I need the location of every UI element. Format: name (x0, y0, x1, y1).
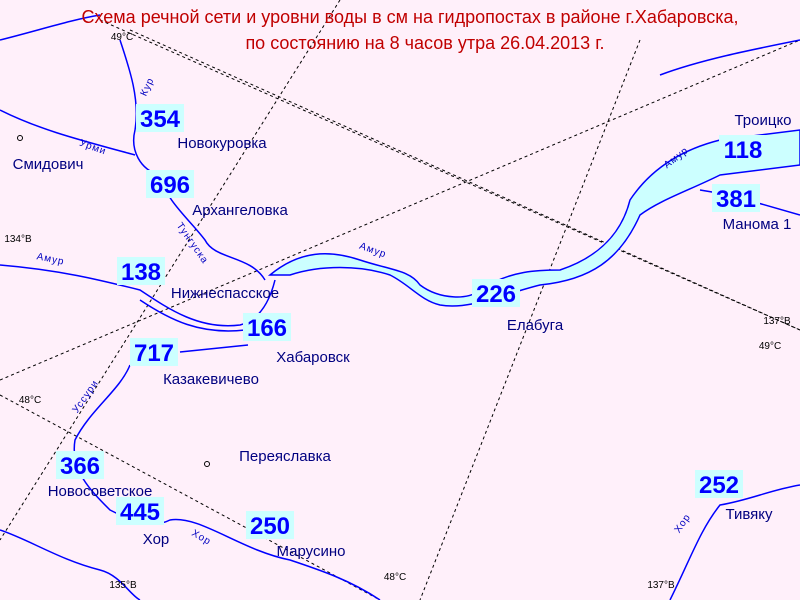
town-name: Смидович (13, 156, 84, 173)
station-name: Тивяку (725, 506, 773, 523)
water-level: 250 (250, 513, 290, 540)
station-name: Марусино (276, 543, 345, 560)
graticule-label: 48°С (384, 572, 406, 583)
station-name: Архангеловка (192, 202, 288, 219)
level-box (472, 279, 520, 307)
amur-channel (267, 129, 800, 307)
level-box (116, 497, 164, 525)
channel (179, 344, 249, 353)
water-level: 445 (120, 499, 160, 526)
river-label: Урми (78, 138, 108, 158)
water-level: 226 (476, 281, 516, 308)
urmi (0, 109, 136, 156)
level-box (695, 470, 743, 498)
town-dot (17, 135, 23, 141)
graticule-label: 49°С (111, 32, 133, 43)
river-nw (0, 14, 101, 41)
water-level: 366 (60, 453, 100, 480)
station-name: Троицко (734, 112, 791, 129)
level-box (117, 257, 165, 285)
graticule-label: 135°В (109, 580, 137, 591)
station-name: Хор (143, 531, 170, 548)
station-name: Новокуровка (177, 135, 267, 152)
station-name: Новосоветское (48, 483, 153, 500)
level-box (136, 104, 184, 132)
water-level: 118 (724, 137, 763, 164)
amur-branch (139, 299, 246, 332)
level-box (243, 313, 291, 341)
graticule-label: 49°С (759, 341, 781, 352)
water-level: 252 (699, 472, 739, 499)
level-box (146, 170, 194, 198)
river-ne (659, 39, 800, 76)
level-box (246, 511, 294, 539)
river-label: Хор (673, 512, 694, 535)
station-name: Елабуга (507, 317, 564, 334)
level-box (712, 184, 760, 212)
river-label: Кур (139, 76, 157, 98)
town-dot (204, 461, 210, 467)
water-level: 381 (716, 186, 756, 213)
water-level: 354 (140, 106, 181, 133)
level-box (130, 338, 178, 366)
station-name: Казакевичево (163, 371, 259, 388)
graticule-label: 137°В (647, 580, 675, 591)
river-label: Амур (36, 251, 66, 268)
graticule-label: 137°В (763, 316, 791, 327)
water-level: 717 (134, 340, 174, 367)
station-name: Хабаровск (276, 349, 350, 366)
water-level: 166 (247, 315, 287, 342)
station-name: Нижнеспасское (171, 285, 279, 302)
water-level: 696 (150, 172, 190, 199)
khor-east (669, 484, 800, 600)
station-name: Манома 1 (723, 216, 792, 233)
title-line: по состоянию на 8 часов утра 26.04.2013 … (245, 33, 604, 53)
graticule-label: 48°С (19, 395, 41, 406)
graticule-label: 134°В (4, 234, 32, 245)
khor-lower (0, 529, 141, 600)
water-level: 138 (121, 259, 161, 286)
level-box (56, 451, 104, 479)
town-name: Переяславка (239, 448, 331, 465)
river-label: Хор (190, 528, 213, 548)
title-line: Схема речной сети и уровни воды в см на … (82, 7, 739, 27)
level-box (719, 135, 767, 163)
river-label: Амур (358, 241, 388, 261)
river-label: Тунгуска (174, 221, 210, 266)
